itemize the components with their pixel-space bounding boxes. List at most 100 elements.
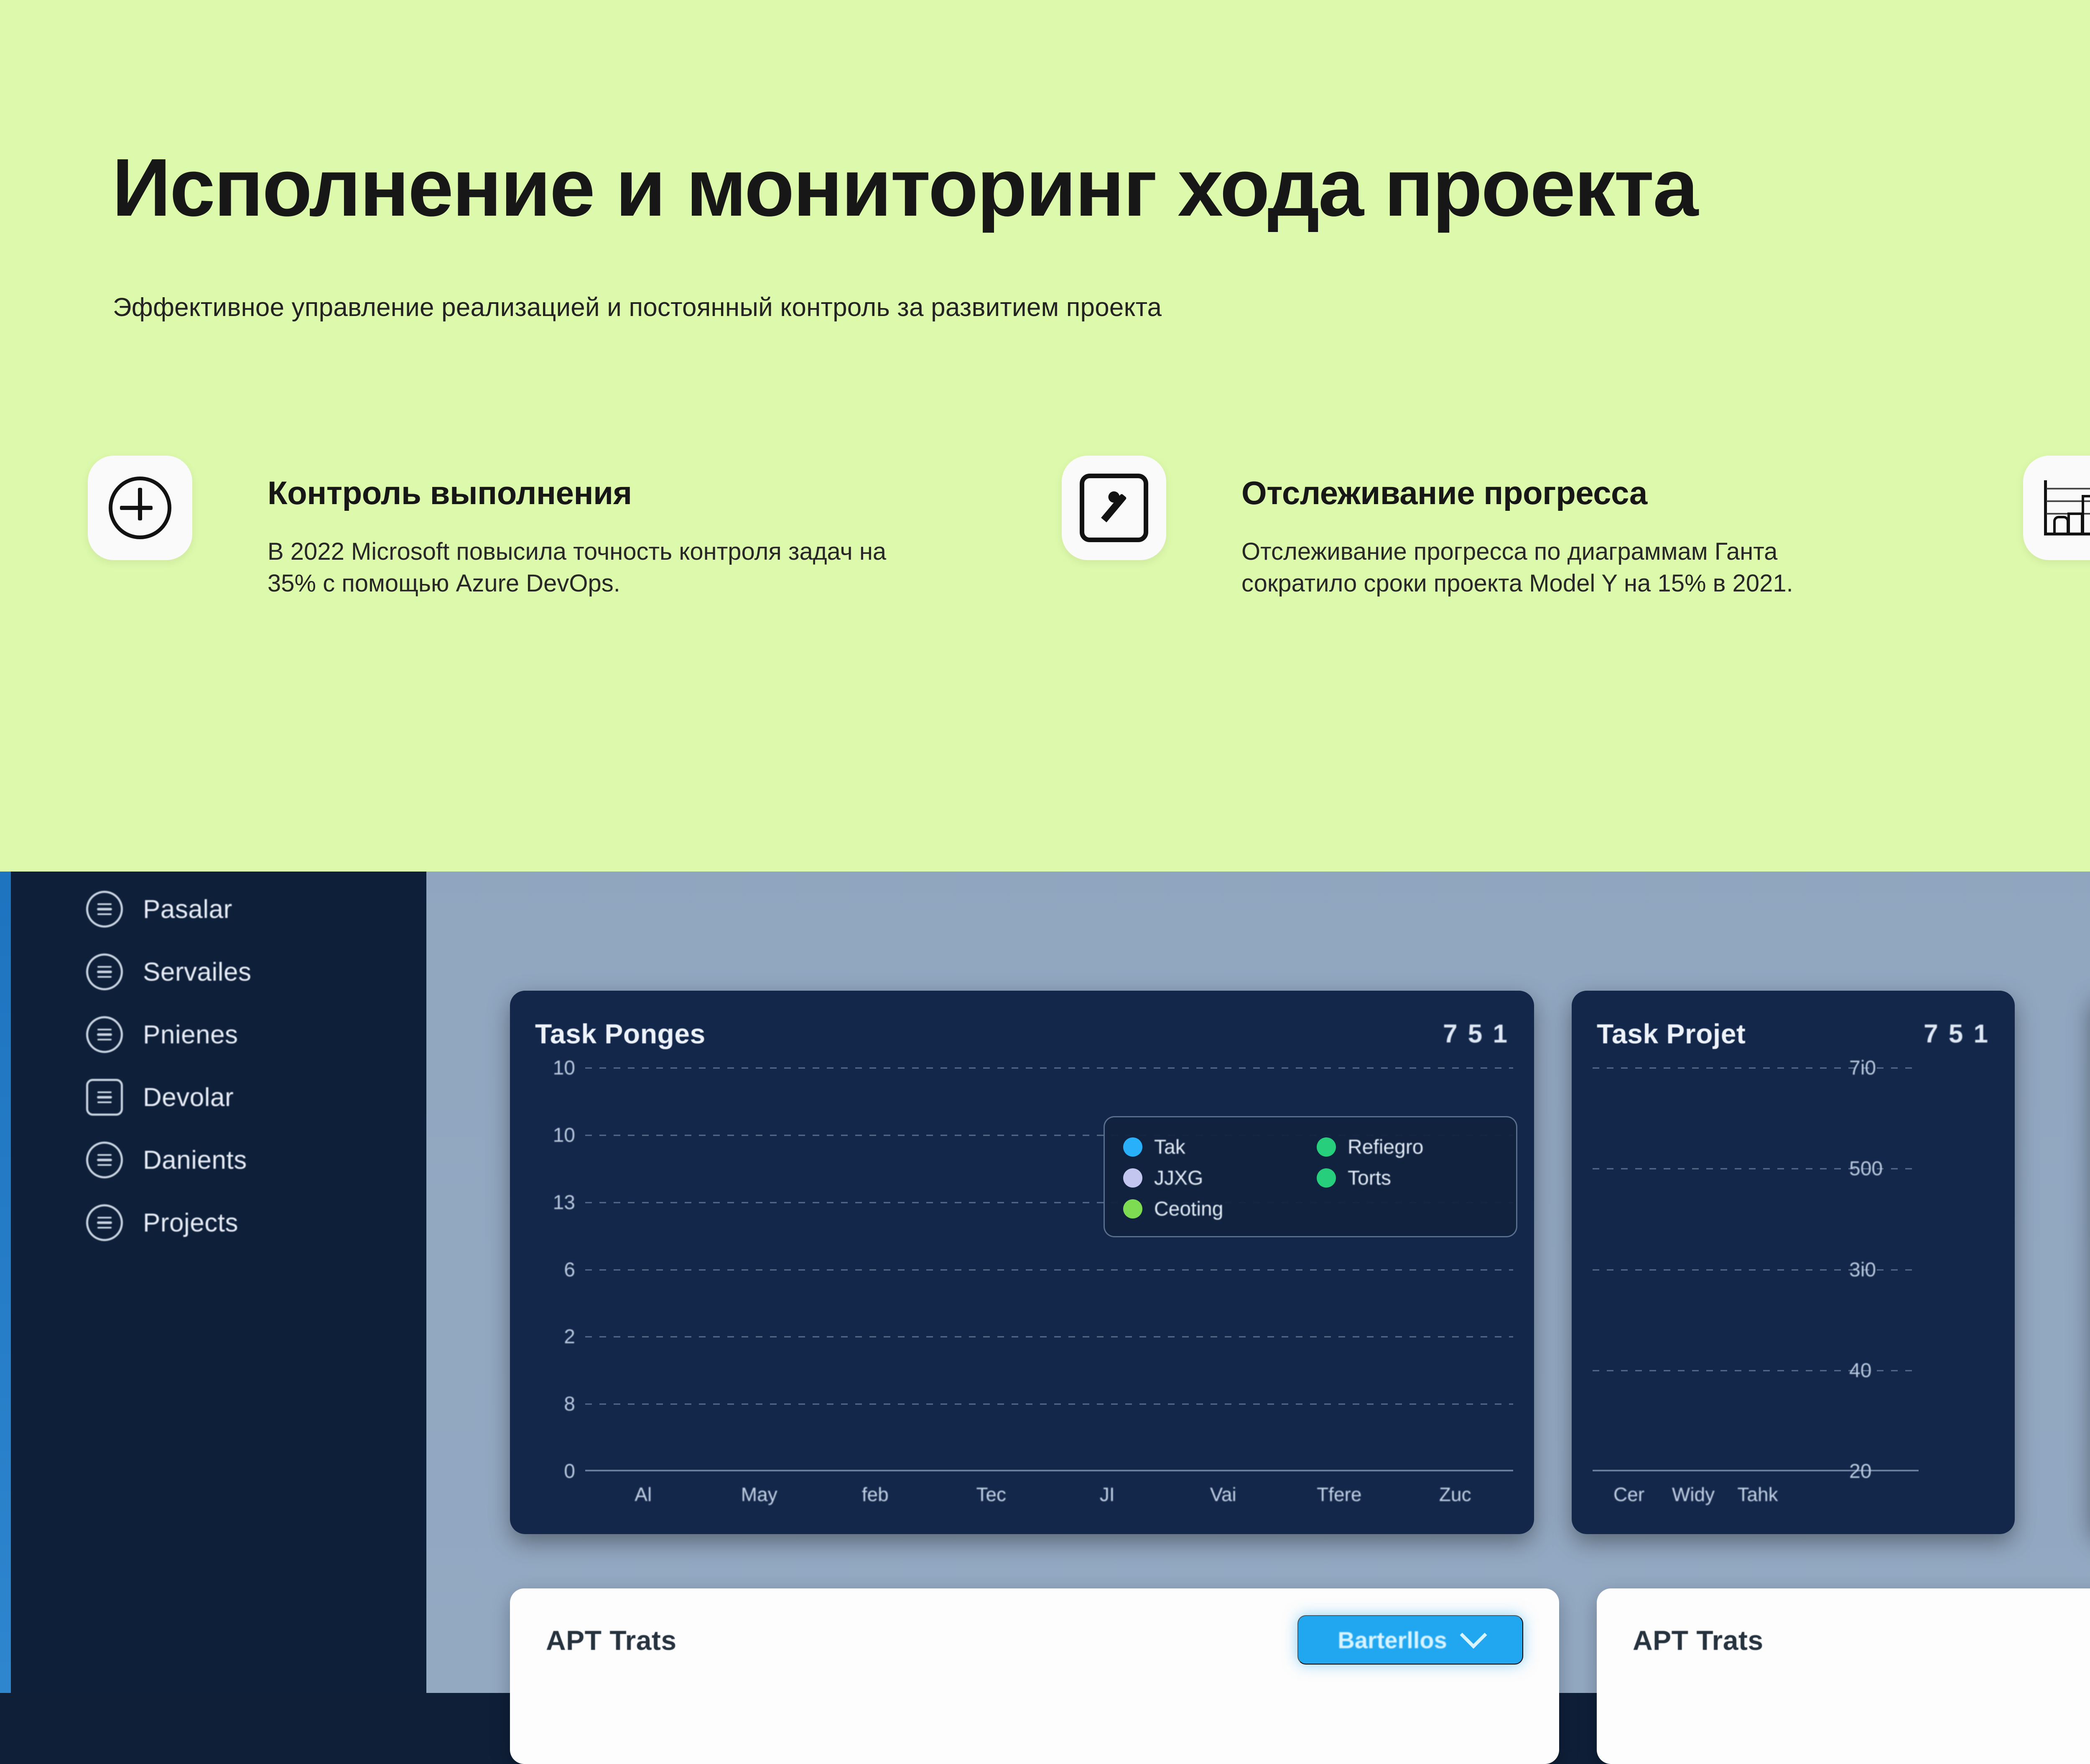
page-title: Исполнение и мониторинг хода проекта — [112, 142, 1698, 234]
y-tick-label: 13 — [553, 1191, 575, 1214]
gridline — [585, 1067, 1513, 1069]
x-tick-label: May — [741, 1484, 777, 1505]
analytics-icon — [86, 1016, 123, 1053]
list-card-apt-trats-left[interactable]: APT Trats Barterllos — [510, 1588, 1559, 1764]
button-label: Barterllos — [1338, 1626, 1447, 1653]
card-header: Task Projet 7 5 1 — [1597, 1015, 1990, 1053]
chevron-down-icon — [1460, 1621, 1487, 1649]
bar-series — [1593, 1068, 1919, 1471]
legend-label: Refiegro — [1348, 1136, 1424, 1158]
legend-item: Refiegro — [1317, 1132, 1498, 1162]
y-tick-label: 3i0 — [1849, 1259, 1876, 1281]
sidebar-item-pnienes[interactable]: Pnienes — [11, 1003, 426, 1066]
x-tick-label: Zuc — [1439, 1484, 1471, 1505]
legend-item: JJXG — [1123, 1162, 1304, 1193]
list-card-apt-trats-right[interactable]: APT Trats Corectlos — [1597, 1588, 2090, 1764]
y-tick-label: 6 — [564, 1259, 575, 1281]
legend-label: JJXG — [1154, 1167, 1203, 1189]
feature-body: В 2022 Microsoft повысила точность контр… — [268, 538, 887, 597]
x-tick-label — [1854, 1483, 1919, 1512]
legend-label: Torts — [1348, 1167, 1392, 1189]
y-tick-label: 10 — [553, 1057, 575, 1079]
chart-card-task-ponges[interactable]: Task Ponges 7 5 1 10 10 13 6 2 8 0 Al May feb Tec… — [510, 991, 1534, 1534]
card-title: APT Trats — [1633, 1625, 1764, 1656]
bar-chart-icon — [2023, 456, 2090, 560]
y-tick-label: 8 — [564, 1393, 575, 1415]
barterllos-dropdown-button[interactable]: Barterllos — [1297, 1615, 1523, 1665]
x-tick-label: Vai — [1210, 1484, 1236, 1505]
gridline — [585, 1403, 1513, 1405]
settings-icon — [86, 953, 123, 990]
x-tick-label: Tahk — [1737, 1484, 1778, 1505]
x-tick-label: JI — [1099, 1484, 1115, 1505]
legend-item: Ceoting — [1123, 1193, 1304, 1224]
page-subtitle: Эффективное управление реализацией и пос… — [113, 293, 1162, 322]
legend-swatch — [1317, 1137, 1336, 1157]
target-icon — [88, 456, 192, 560]
layers-icon — [86, 1204, 123, 1241]
x-axis-labels: Cer Widy Tahk — [1597, 1483, 1919, 1512]
legend-swatch — [1317, 1168, 1336, 1188]
gridline — [585, 1202, 1513, 1203]
x-axis-line — [585, 1470, 1513, 1471]
chart-card-task-projet[interactable]: Task Projet 7 5 1 7i0 500 3i0 40 20 Cer Widy T… — [1572, 991, 2015, 1534]
card-header: Task Ponges 7 5 1 — [535, 1015, 1509, 1053]
feature-heading: Контроль выполнения — [268, 474, 632, 511]
sidebar-item-label: Pasalar — [143, 895, 232, 924]
plot-area: 10 10 13 6 2 8 0 — [535, 1057, 1513, 1483]
gridline — [585, 1336, 1513, 1338]
y-tick-label: 10 — [553, 1124, 575, 1147]
legend-label: Tak — [1154, 1136, 1185, 1158]
x-tick-label: Cer — [1613, 1484, 1645, 1505]
card-value-badge: 7 5 1 — [1924, 1019, 1990, 1048]
feature-body: Отслеживание прогресса по диаграммам Ган… — [1241, 538, 1793, 597]
gridline — [1593, 1269, 1919, 1270]
x-tick-label: Al — [635, 1484, 652, 1505]
sidebar-item-servailes[interactable]: Servailes — [11, 941, 426, 1003]
legend-swatch — [1123, 1199, 1142, 1218]
gridline — [1593, 1168, 1919, 1170]
sidebar-item-label: Devolar — [143, 1083, 234, 1112]
legend-swatch — [1123, 1168, 1142, 1188]
y-axis-labels: 10 10 13 6 2 8 0 — [535, 1057, 581, 1483]
gridlines — [1593, 1067, 1919, 1471]
home-icon — [86, 1142, 123, 1178]
sidebar-item-devolar[interactable]: Devolar — [11, 1066, 426, 1129]
card-title: Task Ponges — [535, 1018, 706, 1049]
dashboard-icon — [86, 891, 123, 928]
pen-icon — [1062, 456, 1166, 560]
gridlines — [585, 1067, 1513, 1471]
x-tick-label: Tfere — [1317, 1484, 1362, 1505]
x-axis-labels: Al May feb Tec JI Vai Tfere Zuc — [585, 1483, 1513, 1512]
sidebar-item-pasalar[interactable]: Pasalar — [11, 878, 426, 941]
gridline — [1593, 1370, 1919, 1371]
inbox-icon — [86, 1079, 123, 1116]
gridline — [1593, 1067, 1919, 1069]
sidebar-item-label: Danients — [143, 1145, 247, 1175]
y-axis-labels: 7i0 500 3i0 40 20 — [1843, 1057, 1919, 1483]
sidebar-item-label: Projects — [143, 1208, 238, 1237]
x-tick-label — [1790, 1483, 1854, 1512]
x-tick-label: feb — [861, 1484, 889, 1505]
y-tick-label: 0 — [564, 1460, 575, 1483]
chart-legend: Tak Refiegro JJXG Torts Ceoting — [1104, 1116, 1517, 1237]
x-tick-label: Widy — [1672, 1484, 1715, 1505]
legend-swatch — [1123, 1137, 1142, 1157]
x-axis-line — [1593, 1470, 1919, 1471]
card-value-badge: 7 5 1 — [1443, 1019, 1509, 1048]
y-tick-label: 2 — [564, 1326, 575, 1348]
card-title: Task Projet — [1597, 1018, 1746, 1049]
sidebar-item-projects[interactable]: Projects — [11, 1191, 426, 1254]
sidebar-item-label: Servailes — [143, 957, 252, 987]
gridline — [585, 1134, 1513, 1136]
legend-item: Torts — [1317, 1162, 1498, 1193]
sidebar-item-danients[interactable]: Danients — [11, 1129, 426, 1191]
y-tick-label: 40 — [1849, 1359, 1872, 1382]
legend-item: Tak — [1123, 1132, 1304, 1162]
feature-heading: Отслеживание прогресса — [1241, 474, 1647, 511]
y-tick-label: 500 — [1849, 1157, 1883, 1180]
plot-area: 7i0 500 3i0 40 20 — [1593, 1057, 1919, 1483]
card-title: APT Trats — [546, 1625, 677, 1656]
gridline — [585, 1269, 1513, 1270]
y-tick-label: 20 — [1849, 1460, 1872, 1483]
